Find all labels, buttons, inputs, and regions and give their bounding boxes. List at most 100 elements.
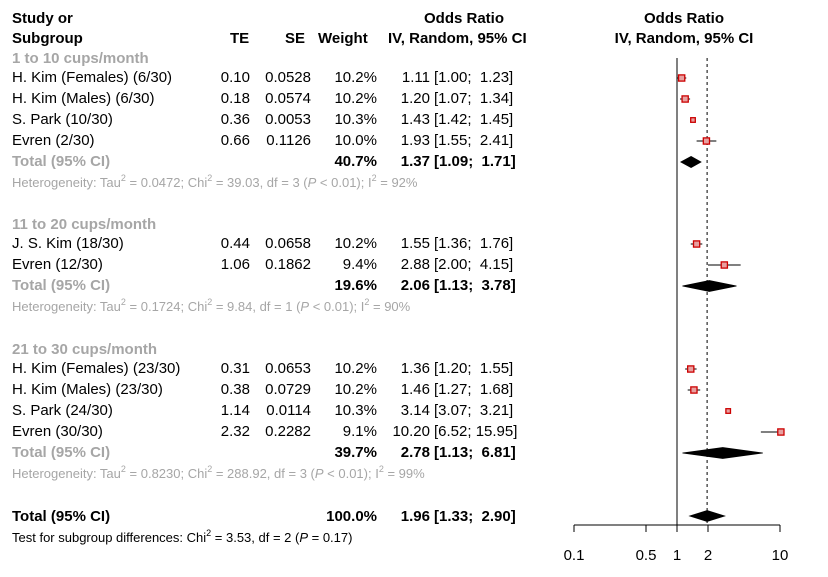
subgroup-test-text: Test for subgroup differences: Chi2 = 3.… xyxy=(12,529,352,547)
heterogeneity-part: 2 xyxy=(207,464,213,475)
subgroup-test-part: = 3.53, df = 2 ( xyxy=(211,530,300,545)
heterogeneity-text: Heterogeneity: Tau2 = 0.1724; Chi2 = 9.8… xyxy=(12,298,410,316)
subgroup-total-label: Total (95% CI) xyxy=(12,444,111,461)
study-te: 0.66 xyxy=(220,132,250,149)
heterogeneity-part: 2 xyxy=(120,297,126,308)
study-effect-marker xyxy=(720,261,729,269)
heterogeneity-part: < 0.01); I xyxy=(316,175,372,190)
header-se: SE xyxy=(285,30,306,47)
study-or: 1.20 xyxy=(400,90,430,107)
overall-total-weight: 100.0% xyxy=(326,508,377,525)
study-name: H. Kim (Males) (6/30) xyxy=(12,90,155,107)
study-or: 2.88 xyxy=(400,256,430,273)
study-name: J. S. Kim (18/30) xyxy=(12,235,124,252)
heterogeneity-part: Heterogeneity: Tau xyxy=(12,299,121,314)
heterogeneity-part: = 90% xyxy=(369,299,411,314)
subgroup-total-or: 2.78 xyxy=(400,444,430,461)
study-ci: [3.07; 3.21] xyxy=(434,402,514,419)
header-weight: Weight xyxy=(318,30,368,47)
study-se: 0.0528 xyxy=(265,69,311,86)
study-ci: [1.55; 2.41] xyxy=(434,132,514,149)
study-effect-marker xyxy=(690,117,696,123)
study-weight: 10.2% xyxy=(334,360,377,377)
heterogeneity-part: P xyxy=(307,175,317,190)
subgroup-total-ci: [1.13; 3.78] xyxy=(434,277,516,294)
heterogeneity-part: Heterogeneity: Tau xyxy=(12,466,121,481)
study-effect-marker xyxy=(777,428,785,436)
study-weight: 10.2% xyxy=(334,69,377,86)
study-or: 1.55 xyxy=(400,235,430,252)
study-or: 1.43 xyxy=(400,111,430,128)
study-weight: 10.2% xyxy=(334,90,377,107)
study-se: 0.1126 xyxy=(266,132,311,149)
subgroup-total-label: Total (95% CI) xyxy=(12,277,111,294)
study-name: S. Park (10/30) xyxy=(12,111,113,128)
subgroup-diamond xyxy=(682,280,737,292)
study-ci: [6.52; 15.95] xyxy=(434,423,518,440)
study-effect-marker xyxy=(702,137,711,145)
study-ci: [1.00; 1.23] xyxy=(434,69,514,86)
heterogeneity-part: = 0.0472; Chi xyxy=(125,175,208,190)
header-study-line2: Subgroup xyxy=(12,30,83,47)
plot-header-line2: IV, Random, 95% CI xyxy=(614,30,754,47)
study-or: 10.20 xyxy=(392,423,430,440)
heterogeneity-part: Heterogeneity: Tau xyxy=(12,175,121,190)
heterogeneity-part: 2 xyxy=(371,173,377,184)
subgroup-total-label: Total (95% CI) xyxy=(12,153,111,170)
subgroup-total-or: 2.06 xyxy=(400,277,430,294)
heterogeneity-part: = 92% xyxy=(376,175,418,190)
heterogeneity-part: 2 xyxy=(378,464,384,475)
subgroup-title: 11 to 20 cups/month xyxy=(12,216,157,233)
heterogeneity-part: = 39.03, df = 3 ( xyxy=(212,175,308,190)
study-weight: 9.1% xyxy=(342,423,377,440)
x-tick-label: 2 xyxy=(704,547,712,564)
study-se: 0.0658 xyxy=(265,235,311,252)
study-or: 1.11 xyxy=(401,69,430,86)
study-effect-marker xyxy=(687,365,695,373)
heterogeneity-part: = 99% xyxy=(383,466,425,481)
study-se: 0.0053 xyxy=(265,111,311,128)
study-se: 0.0574 xyxy=(265,90,311,107)
study-weight: 10.2% xyxy=(334,381,377,398)
study-te: 0.36 xyxy=(220,111,250,128)
study-effect-marker xyxy=(677,74,686,82)
overall-total-label: Total (95% CI) xyxy=(12,508,111,525)
study-ci: [2.00; 4.15] xyxy=(434,256,514,273)
study-se: 0.0653 xyxy=(265,360,311,377)
study-ci: [1.27; 1.68] xyxy=(434,381,514,398)
subgroup-diamond xyxy=(682,447,763,459)
study-effect-marker xyxy=(725,408,732,414)
heterogeneity-part: 2 xyxy=(120,464,126,475)
header-or-line1: Odds Ratio xyxy=(423,10,504,27)
subgroup-test-part: P xyxy=(299,530,309,545)
heterogeneity-part: = 9.84, df = 1 ( xyxy=(212,299,301,314)
overall-diamond xyxy=(688,510,726,522)
header-te: TE xyxy=(230,30,250,47)
study-effect-marker xyxy=(681,95,689,103)
subgroup-test-part: 2 xyxy=(206,528,212,539)
header-study-line1: Study or xyxy=(12,10,73,27)
study-te: 1.14 xyxy=(220,402,250,419)
heterogeneity-part: = 0.8230; Chi xyxy=(125,466,208,481)
study-ci: [1.20; 1.55] xyxy=(434,360,514,377)
study-te: 0.44 xyxy=(220,235,250,252)
subgroup-total-weight: 19.6% xyxy=(334,277,377,294)
overall-total-ci: [1.33; 2.90] xyxy=(434,508,516,525)
x-tick-label: 0.1 xyxy=(564,547,585,564)
heterogeneity-part: < 0.01); I xyxy=(309,299,365,314)
x-tick-label: 10 xyxy=(772,547,789,564)
study-ci: [1.07; 1.34] xyxy=(434,90,514,107)
heterogeneity-part: 2 xyxy=(207,173,213,184)
heterogeneity-part: P xyxy=(300,299,310,314)
heterogeneity-text: Heterogeneity: Tau2 = 0.0472; Chi2 = 39.… xyxy=(12,174,417,192)
study-te: 2.32 xyxy=(220,423,250,440)
study-se: 0.1862 xyxy=(265,256,311,273)
study-or: 1.93 xyxy=(400,132,430,149)
subgroup-total-weight: 40.7% xyxy=(334,153,377,170)
study-weight: 10.0% xyxy=(334,132,377,149)
subgroup-title: 21 to 30 cups/month xyxy=(12,341,158,358)
study-effect-marker xyxy=(690,386,698,394)
study-weight: 9.4% xyxy=(342,256,377,273)
subgroup-total-weight: 39.7% xyxy=(334,444,377,461)
